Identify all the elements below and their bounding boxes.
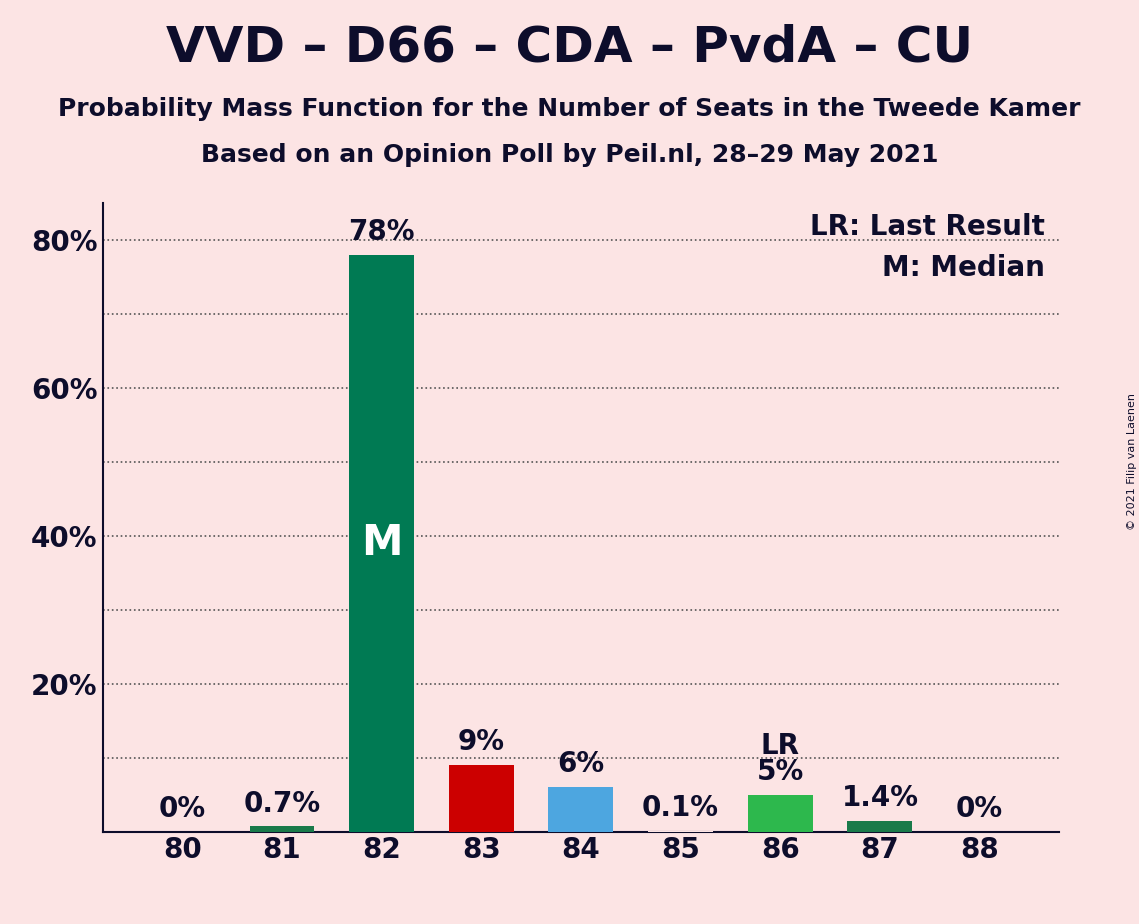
Bar [449,765,514,832]
Text: 9%: 9% [458,728,505,756]
Text: 0%: 0% [158,795,206,822]
Text: Based on an Opinion Poll by Peil.nl, 28–29 May 2021: Based on an Opinion Poll by Peil.nl, 28–… [200,143,939,167]
Bar [847,821,912,832]
Text: Probability Mass Function for the Number of Seats in the Tweede Kamer: Probability Mass Function for the Number… [58,97,1081,121]
Text: VVD – D66 – CDA – PvdA – CU: VVD – D66 – CDA – PvdA – CU [166,23,973,71]
Text: LR: Last Result: LR: Last Result [810,213,1044,241]
Bar [249,826,314,832]
Text: 0.1%: 0.1% [642,794,719,822]
Text: 6%: 6% [557,750,605,778]
Text: M: M [361,522,402,565]
Bar [549,787,613,832]
Text: 1.4%: 1.4% [842,784,918,812]
Text: 0%: 0% [956,795,1003,822]
Text: 78%: 78% [349,218,415,246]
Bar [350,255,413,832]
Bar [748,795,812,832]
Text: 5%: 5% [756,758,804,785]
Text: M: Median: M: Median [882,253,1044,282]
Text: 0.7%: 0.7% [244,789,320,818]
Text: LR: LR [761,732,800,760]
Text: © 2021 Filip van Laenen: © 2021 Filip van Laenen [1126,394,1137,530]
